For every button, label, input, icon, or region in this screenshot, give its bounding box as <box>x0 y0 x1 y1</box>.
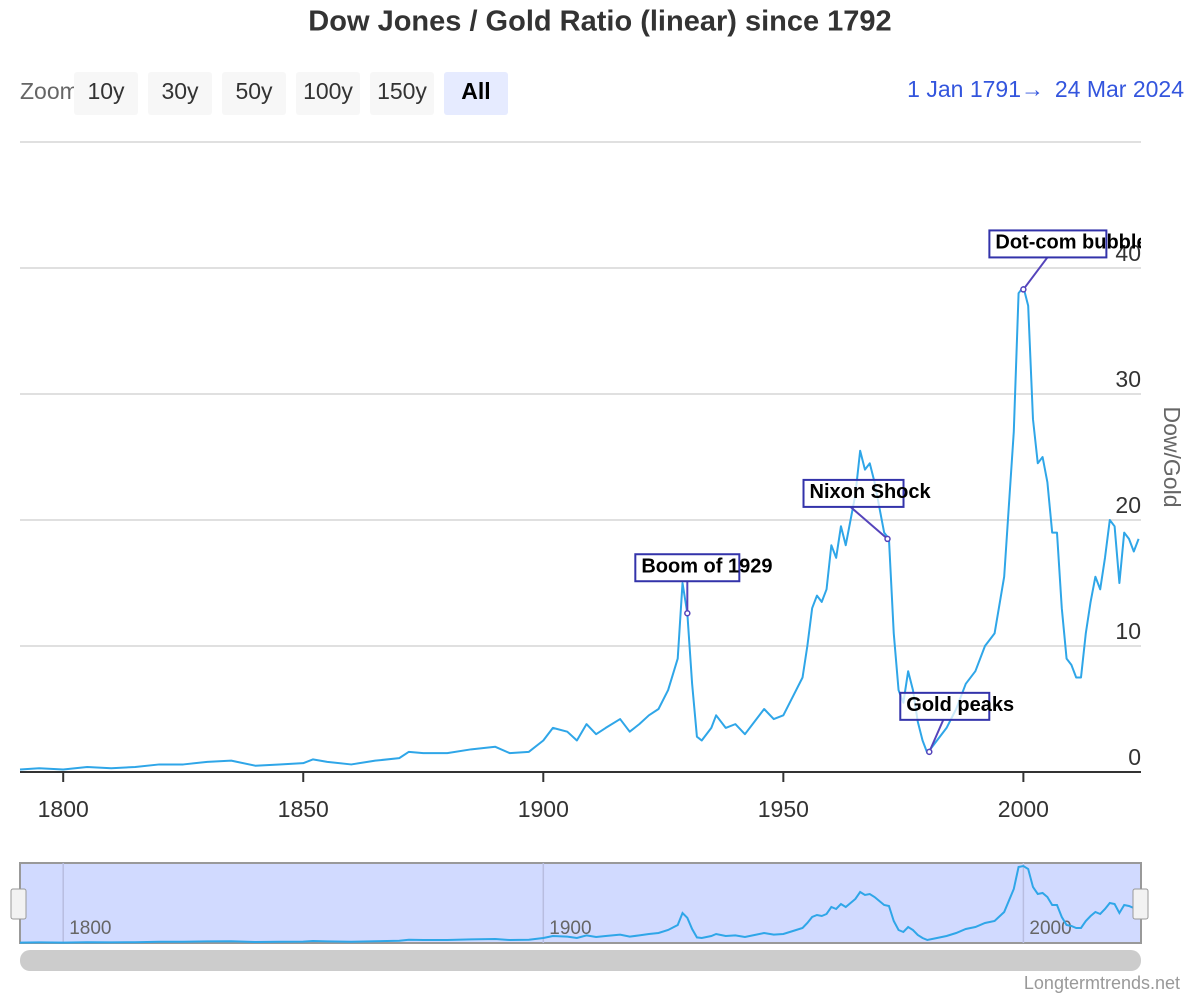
navigator-tick-label: 1800 <box>69 918 111 939</box>
y-tick-label: 30 <box>1115 366 1141 392</box>
annotation-label: Nixon Shock <box>810 481 932 503</box>
zoom-button[interactable] <box>222 72 286 115</box>
scrollbar[interactable] <box>20 950 1141 971</box>
zoom-button[interactable] <box>444 72 508 115</box>
annotation-point <box>884 535 891 543</box>
zoom-button[interactable] <box>296 72 360 115</box>
navigator-handle-right[interactable] <box>1132 888 1149 920</box>
navigator: 1800 1900 2000 <box>19 863 1139 944</box>
zoom-button-label[interactable]: 50y <box>235 78 273 104</box>
zoom-button-label[interactable]: 150y <box>377 78 427 104</box>
annotation-box <box>634 553 741 583</box>
y-tick-label: 40 <box>1115 240 1141 266</box>
y-axis-title: Dow/Gold <box>1159 407 1185 508</box>
x-tick-label: 2000 <box>998 796 1049 822</box>
zoom-button[interactable] <box>148 72 212 115</box>
zoom-button-label[interactable]: All <box>461 78 490 104</box>
annotation-connector <box>849 506 889 540</box>
annotation-label: Gold peaks <box>906 694 1014 716</box>
x-tick-label: 1850 <box>278 796 329 822</box>
plot: 0 10 20 30 40 1800 1850 1900 1950 2000 Boom of 192… <box>19 229 1147 822</box>
annotation: Boom of 1929 <box>634 553 772 617</box>
annotation-point <box>926 748 933 756</box>
x-tick-label: 1800 <box>38 796 89 822</box>
annotation: Nixon Shock <box>802 478 932 543</box>
range-to[interactable]: 24 Mar 2024 <box>1055 76 1184 102</box>
annotation-label: Dot-com bubble <box>995 232 1147 254</box>
annotation-connector <box>928 719 945 753</box>
annotation-box <box>988 229 1108 259</box>
range-arrow: → <box>1021 76 1044 102</box>
navigator-line <box>19 864 1139 944</box>
annotation-connector <box>1022 256 1049 291</box>
annotation-box <box>899 691 991 721</box>
navigator-tick-label: 2000 <box>1029 918 1071 939</box>
annotation-point <box>1020 286 1027 293</box>
zoom-buttons: 10y 30y 50y 100y 150y All <box>74 72 508 115</box>
zoom-button-label[interactable]: 30y <box>161 78 199 104</box>
annotation: Gold peaks <box>899 691 1014 756</box>
y-tick-label: 20 <box>1115 492 1141 518</box>
navigator-handle-left[interactable] <box>10 888 27 920</box>
zoom-button-label[interactable]: 10y <box>87 78 125 104</box>
credit[interactable]: Longtermtrends.net <box>1024 973 1180 993</box>
data-line <box>19 285 1140 771</box>
y-tick-label: 10 <box>1115 618 1141 644</box>
annotation: Dot-com bubble <box>988 229 1147 293</box>
zoom-button-label[interactable]: 100y <box>303 78 353 104</box>
range-from[interactable]: 1 Jan 1791 <box>907 76 1021 102</box>
zoom-button[interactable] <box>74 72 138 115</box>
zoom-label: Zoom <box>20 78 79 104</box>
annotation-point <box>684 609 691 617</box>
annotation-box <box>802 478 905 508</box>
annotation-label: Boom of 1929 <box>641 556 772 578</box>
navigator-tick-label: 1900 <box>549 918 591 939</box>
x-tick-label: 1950 <box>758 796 809 822</box>
x-tick-label: 1900 <box>518 796 569 822</box>
y-tick-label: 0 <box>1128 744 1141 770</box>
chart-title: Dow Jones / Gold Ratio (linear) since 17… <box>308 6 891 38</box>
zoom-button[interactable] <box>370 72 434 115</box>
